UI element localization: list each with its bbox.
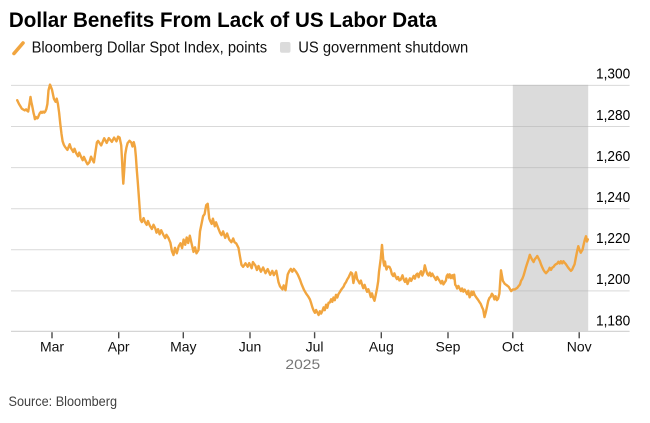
svg-text:Sep: Sep — [436, 339, 461, 355]
svg-text:May: May — [170, 339, 196, 355]
svg-text:Mar: Mar — [40, 339, 64, 355]
svg-text:1,260: 1,260 — [596, 149, 630, 165]
svg-text:Nov: Nov — [567, 339, 592, 355]
svg-text:1,180: 1,180 — [596, 313, 630, 329]
svg-text:Jun: Jun — [239, 339, 262, 355]
svg-text:1,220: 1,220 — [596, 231, 630, 247]
svg-text:Oct: Oct — [502, 339, 524, 355]
svg-text:US government shutdown: US government shutdown — [298, 40, 468, 57]
svg-text:1,300: 1,300 — [596, 67, 630, 83]
svg-text:Aug: Aug — [369, 339, 394, 355]
svg-text:Apr: Apr — [108, 339, 130, 355]
svg-text:Bloomberg Dollar Spot Index, p: Bloomberg Dollar Spot Index, points — [32, 40, 268, 57]
svg-text:Source: Bloomberg: Source: Bloomberg — [9, 393, 118, 409]
svg-text:2025: 2025 — [285, 356, 320, 372]
svg-text:1,240: 1,240 — [596, 190, 630, 206]
svg-text:1,200: 1,200 — [596, 272, 630, 288]
svg-text:1,280: 1,280 — [596, 108, 630, 124]
svg-text:Jul: Jul — [306, 339, 324, 355]
svg-text:Dollar Benefits From Lack of U: Dollar Benefits From Lack of US Labor Da… — [9, 9, 437, 32]
